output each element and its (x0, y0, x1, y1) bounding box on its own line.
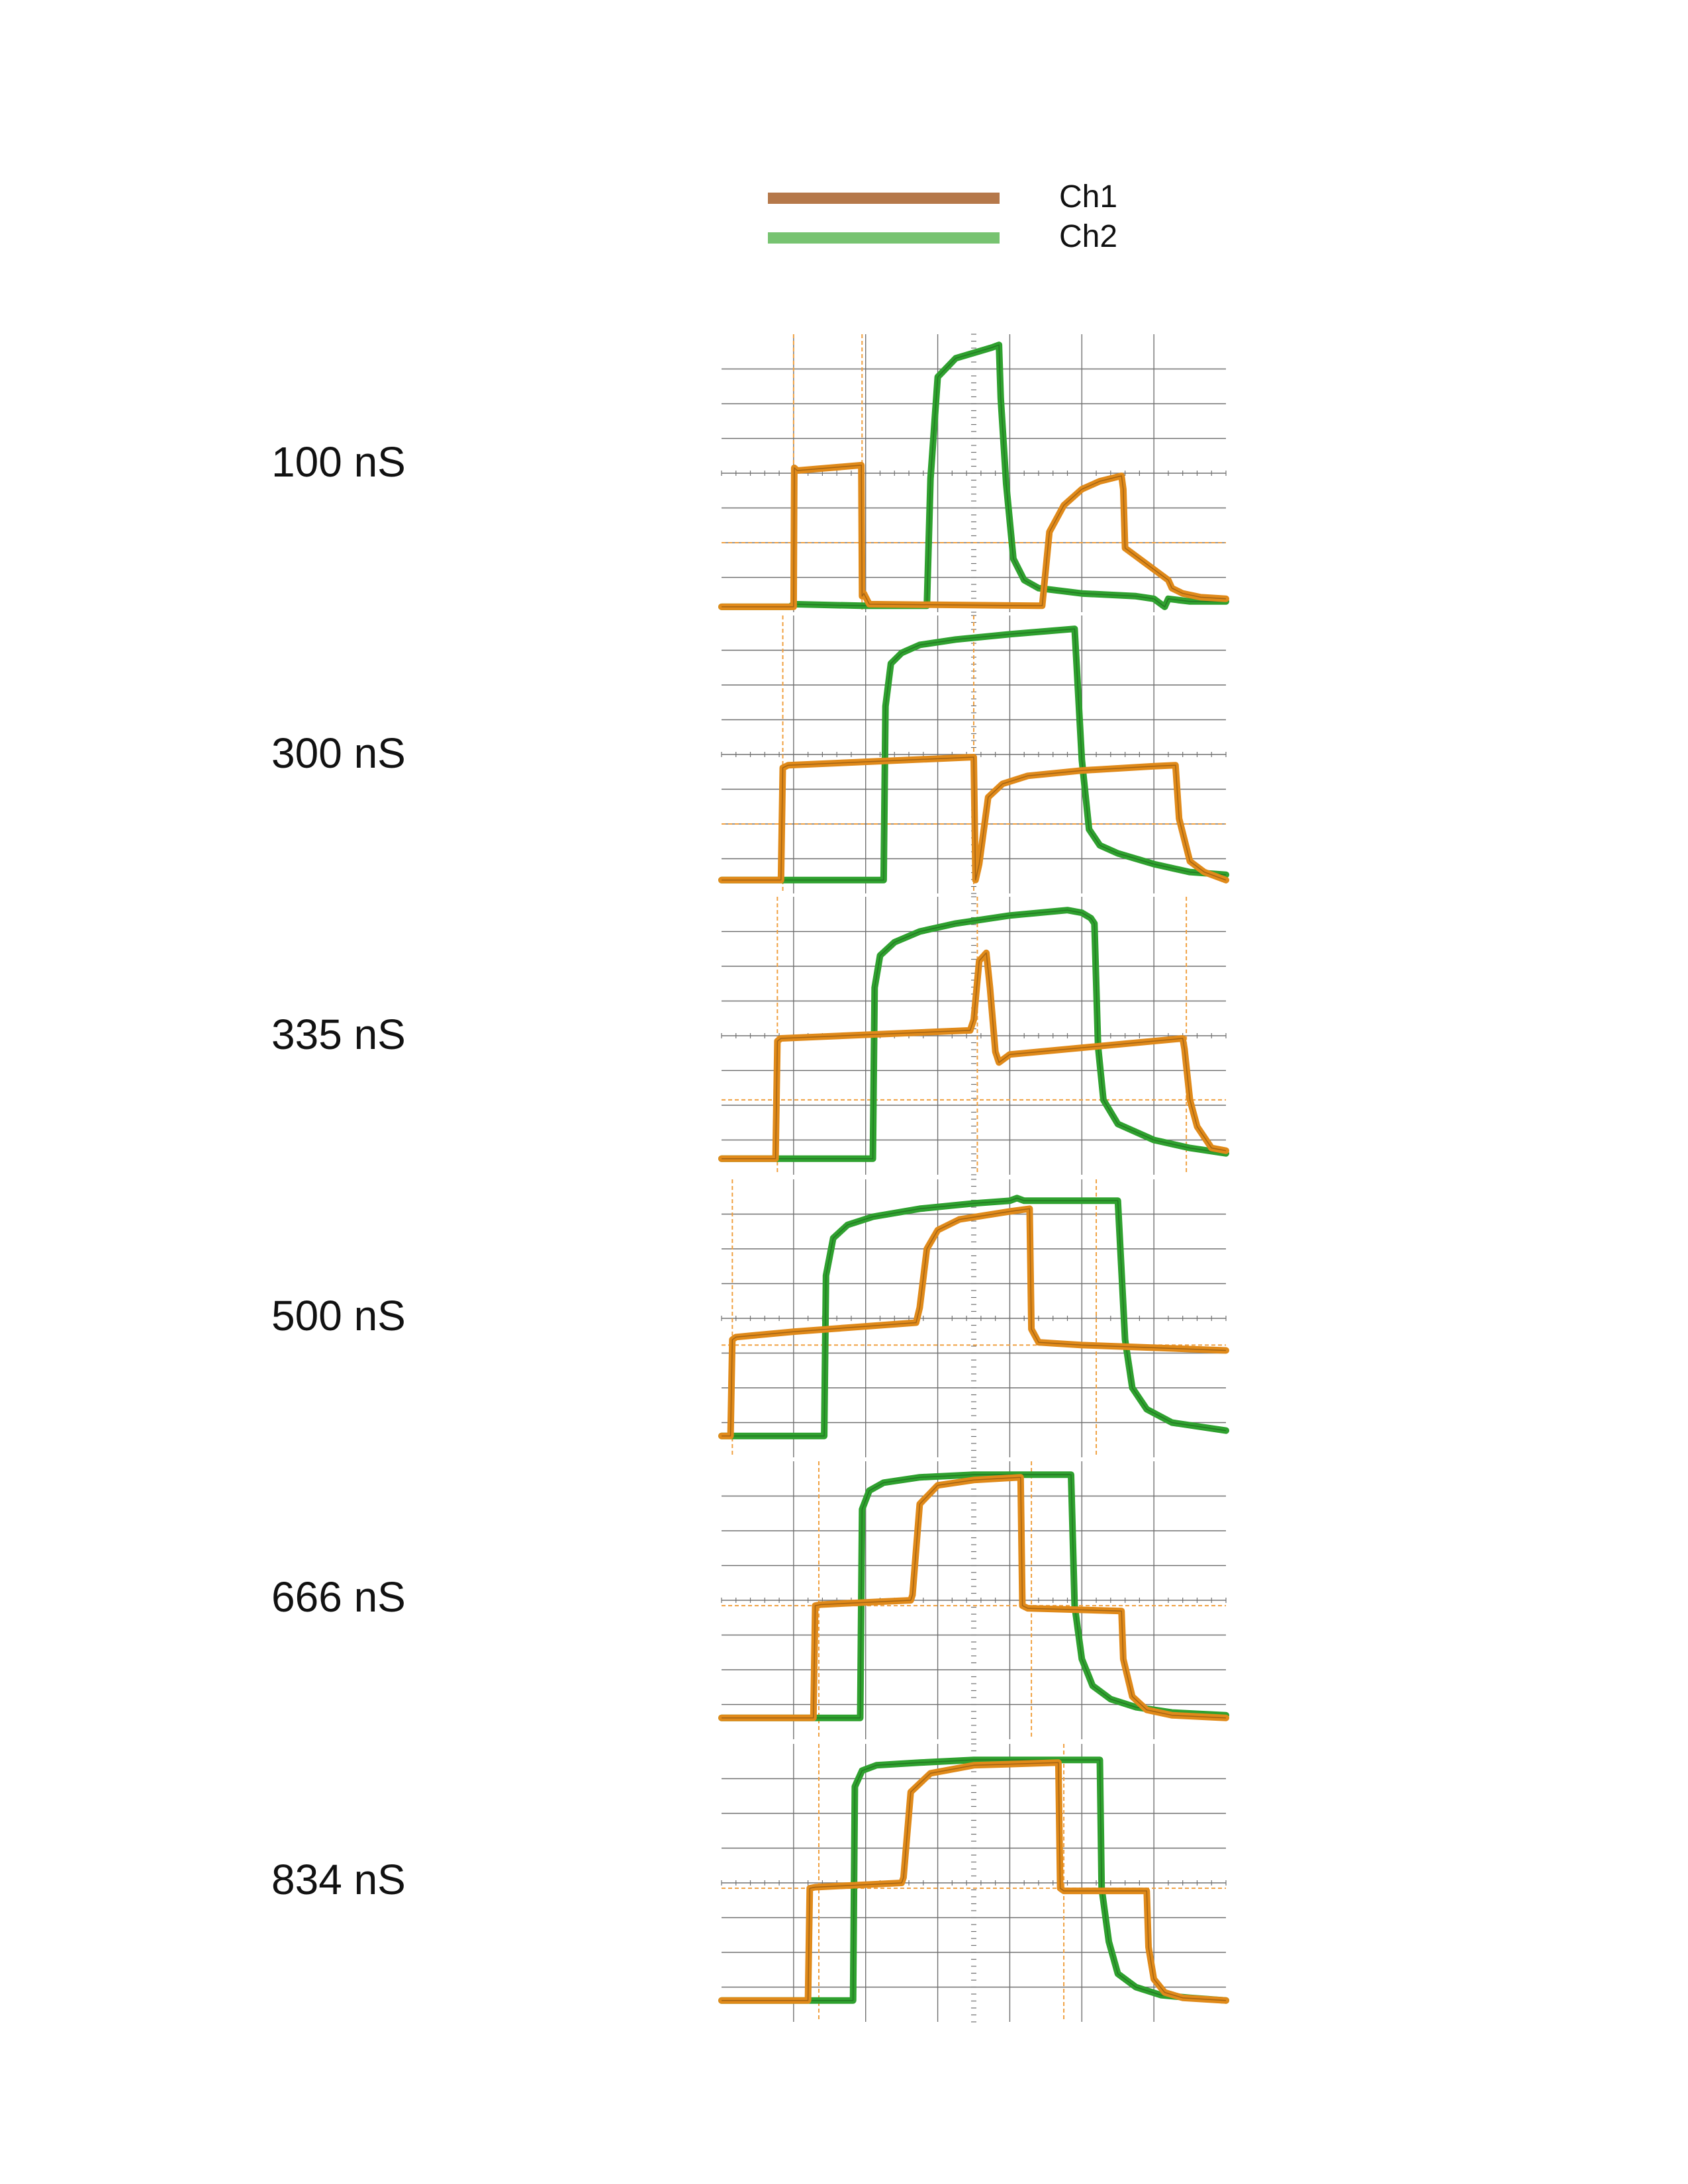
panel-label-834ns: 834 nS (271, 1856, 406, 1903)
legend-swatch-ch1 (768, 193, 1000, 204)
legend-item-ch1: Ch1 (768, 177, 1165, 217)
legend-swatch-ch2 (768, 232, 1000, 244)
trace-ch2-noise (722, 344, 1226, 608)
legend-label-ch2: Ch2 (1059, 219, 1118, 254)
scope-panel-3 (718, 1179, 1229, 1458)
trace-ch1-noise (722, 1477, 1227, 1719)
panel-label-500ns: 500 nS (271, 1292, 406, 1340)
scope-panel-5 (718, 1743, 1229, 2023)
grid (721, 1179, 1227, 1458)
trace-ch2-noise (722, 1759, 1227, 2001)
panel-label-300ns: 300 nS (271, 729, 406, 777)
trace-ch1-noise (722, 465, 1227, 608)
scope-panel-0 (718, 334, 1229, 613)
legend-label-ch1: Ch1 (1059, 179, 1118, 214)
trace-ch2-noise (722, 628, 1227, 881)
scope-panel-2 (718, 896, 1229, 1175)
panel-label-666ns: 666 nS (271, 1573, 406, 1621)
trace-ch2-noise (722, 1474, 1227, 1719)
panel-label-335ns: 335 nS (271, 1011, 406, 1058)
scope-panel-4 (718, 1461, 1229, 1740)
trace-ch1-noise (722, 756, 1227, 881)
scope-panel-1 (718, 615, 1229, 894)
trace-ch1-noise (722, 952, 1227, 1160)
trace-ch2-noise (722, 1197, 1227, 1437)
legend-item-ch2: Ch2 (768, 217, 1165, 257)
trace-ch2-noise (722, 909, 1227, 1160)
panel-label-100ns: 100 nS (271, 438, 406, 486)
trace-ch1-noise (722, 1762, 1227, 2001)
trace-ch1-noise (722, 1208, 1227, 1437)
legend: Ch1 Ch2 (768, 177, 1165, 257)
